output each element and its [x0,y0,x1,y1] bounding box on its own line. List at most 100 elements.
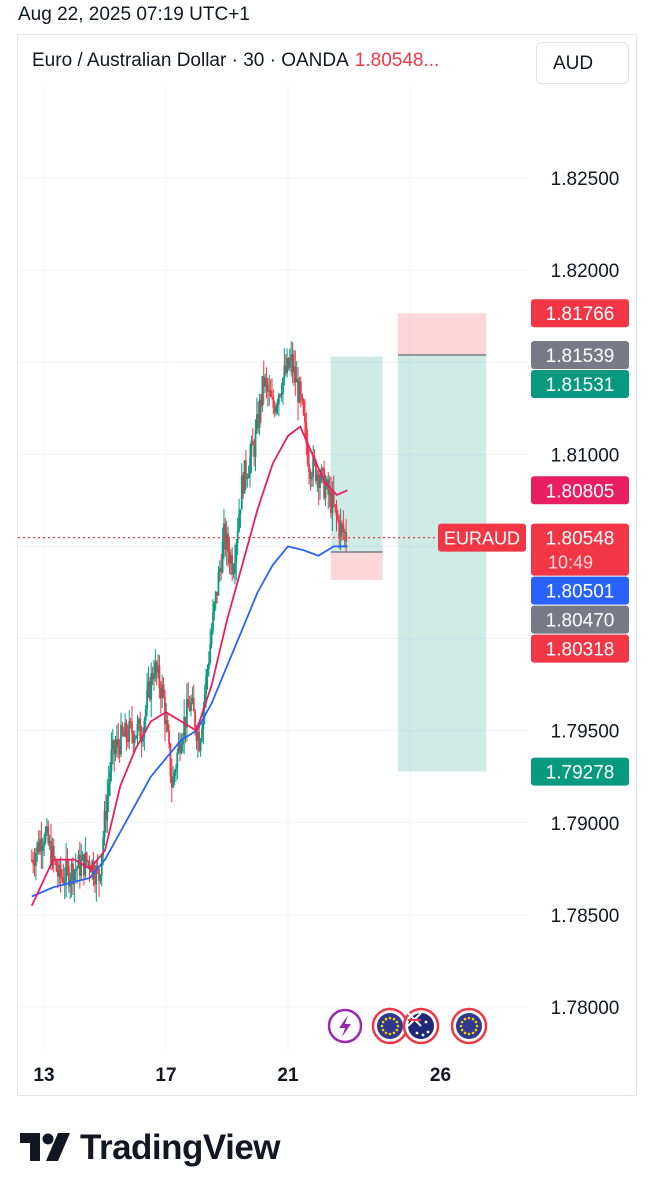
candle-body [102,837,105,856]
candle-body [228,552,231,564]
logo-text: TradingView [80,1128,281,1167]
tradingview-logo[interactable]: TradingView [20,1128,281,1168]
candle-body [297,378,299,403]
candle-body [218,568,221,573]
legend-price: 1.80548... [354,50,440,71]
candle-body [142,737,144,742]
candle-body [78,854,81,876]
candle-body [288,360,291,368]
candle-body [312,455,315,478]
candle-body [80,860,83,876]
candle-body [316,474,319,482]
price-labels: EURAUD 1.81766 1.81539 1.81531 1.80805 1.8054… [438,299,629,786]
candle-body [158,665,161,689]
y-tick-label: 1.81000 [551,445,620,466]
candle-body [181,738,184,745]
candle-body [36,842,39,853]
candle-body [232,572,235,575]
candle-body [299,381,302,395]
candle-body [128,721,131,742]
candle-body [47,826,50,844]
candle-body [196,732,199,741]
candle-body [243,460,246,494]
symbol-legend[interactable]: Euro / Australian Dollar · 30 · OANDA 1.8… [32,50,439,72]
candle-body [325,479,328,487]
candle-body [210,630,213,645]
candle-body [115,739,118,748]
position-target-zone [397,355,487,772]
candle-body [177,741,180,753]
eu-flag-star [381,1020,385,1024]
candle-body [223,523,225,542]
candle-body [117,739,120,746]
candle-body [238,514,240,532]
candle-body [105,810,107,821]
candle-body [277,394,280,404]
candle-body [295,378,298,383]
price-badge-text: 1.79278 [546,763,615,784]
candle-body [132,733,135,743]
candle-body [291,354,294,373]
candle-body [310,477,313,480]
tradingview-logo-icon [20,1133,70,1161]
candle-body [319,480,321,488]
candle-body [293,366,295,373]
eu-flag-star [388,1016,392,1020]
candle-body [192,697,195,712]
candle-body [143,720,146,738]
candle-body [323,468,326,499]
candle-body [315,460,317,482]
candle-body [183,716,186,739]
candle-body [172,776,175,788]
candle-body [247,474,250,478]
candle-body [268,390,271,392]
eu-flag-star [475,1024,479,1028]
candle-body [260,399,262,407]
candle-body [89,867,92,873]
candle-body [249,456,251,475]
candle-body [70,863,73,880]
candle-body [195,729,198,741]
candle-body [191,697,194,702]
candle-body [331,492,334,514]
countdown-text: 10:49 [548,553,593,573]
candle-body [305,422,308,443]
candle-body [239,509,242,515]
candle-body [50,840,52,866]
price-badge-text: 1.80470 [546,611,615,632]
candle-body [35,852,37,866]
currency-button[interactable]: AUD [536,42,629,84]
candles-layer [30,341,348,903]
candle-body [321,468,324,470]
candle-body [250,441,253,457]
candle-body [225,533,228,550]
candle-body [224,523,227,550]
eu-flag-star [380,1024,384,1028]
candle-body [39,839,41,852]
candle-body [334,504,337,507]
candle-body [324,486,327,499]
eu-flag-star [388,1032,392,1036]
candle-body [125,722,128,739]
candle-body [173,772,176,777]
candle-body [209,644,212,663]
candle-body [251,441,254,446]
eu-flag-star [463,1017,467,1021]
grid-layer [18,86,528,1050]
candle-body [213,603,216,612]
candle-body [48,840,51,844]
ma-slow-line [31,545,348,898]
candle-body [51,845,54,866]
candle-body [336,515,339,520]
x-tick-label: 17 [155,1065,176,1086]
candle-body [137,718,140,724]
price-badge-text: 1.80805 [546,481,615,502]
candle-body [188,707,191,711]
candle-body [257,414,260,428]
au-flag-star [426,1030,430,1034]
candle-body [229,555,232,564]
candle-body [231,555,234,575]
candle-body [45,826,48,832]
candle-body [165,720,168,725]
